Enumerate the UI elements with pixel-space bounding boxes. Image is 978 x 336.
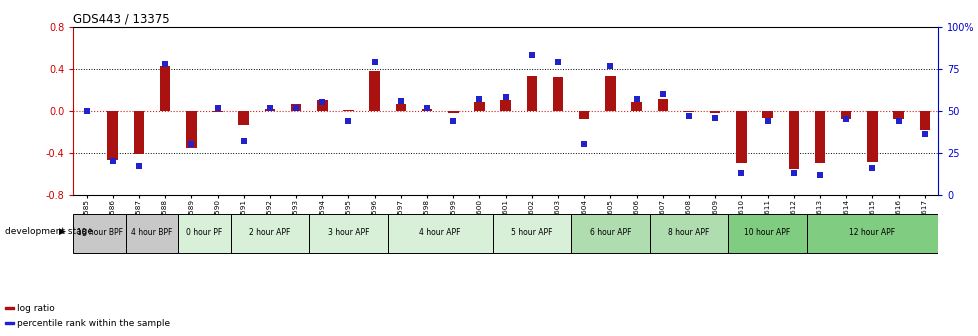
Bar xyxy=(73,214,126,253)
Point xyxy=(419,105,434,110)
Text: 4 hour APF: 4 hour APF xyxy=(419,228,461,237)
Point xyxy=(236,138,251,144)
Text: 10 hour APF: 10 hour APF xyxy=(743,228,790,237)
Bar xyxy=(159,66,170,111)
Point xyxy=(602,63,618,68)
Bar xyxy=(492,214,570,253)
Point xyxy=(837,117,853,122)
Point xyxy=(367,59,382,65)
Bar xyxy=(317,100,328,111)
Point xyxy=(157,61,173,67)
Point xyxy=(681,113,696,119)
Text: 12 hour APF: 12 hour APF xyxy=(849,228,895,237)
Bar xyxy=(290,103,301,111)
Point xyxy=(392,98,408,103)
Text: 2 hour APF: 2 hour APF xyxy=(249,228,290,237)
Point xyxy=(785,170,801,176)
Point xyxy=(812,172,827,177)
Point xyxy=(890,118,906,124)
Bar xyxy=(631,102,642,111)
Bar xyxy=(893,111,903,119)
Point xyxy=(654,91,670,97)
Bar xyxy=(231,214,309,253)
Bar xyxy=(709,111,720,113)
Point xyxy=(733,170,748,176)
Bar xyxy=(806,214,937,253)
Point xyxy=(759,118,775,124)
Point xyxy=(523,53,539,58)
Point xyxy=(916,132,932,137)
Text: 4 hour BPF: 4 hour BPF xyxy=(131,228,172,237)
Bar xyxy=(735,111,746,163)
Bar xyxy=(728,214,806,253)
Bar xyxy=(422,109,432,111)
Point xyxy=(183,142,199,147)
Bar xyxy=(840,111,851,119)
Bar xyxy=(918,111,929,130)
Bar xyxy=(264,109,275,111)
Bar xyxy=(657,99,667,111)
Point xyxy=(576,142,592,147)
Bar xyxy=(108,111,117,160)
Text: percentile rank within the sample: percentile rank within the sample xyxy=(17,319,169,328)
Bar xyxy=(683,111,693,112)
Point xyxy=(471,96,487,102)
Text: 0 hour PF: 0 hour PF xyxy=(186,228,222,237)
Point xyxy=(707,115,723,120)
Bar xyxy=(814,111,824,163)
Bar xyxy=(239,111,248,125)
Bar xyxy=(395,103,406,111)
Bar xyxy=(186,111,197,148)
Bar xyxy=(604,76,615,111)
Bar xyxy=(309,214,387,253)
Point xyxy=(497,95,512,100)
Bar xyxy=(212,111,223,112)
Text: development stage: development stage xyxy=(5,227,93,236)
Text: 3 hour APF: 3 hour APF xyxy=(328,228,369,237)
Bar xyxy=(649,214,728,253)
Bar xyxy=(387,214,492,253)
Point xyxy=(864,165,879,171)
Bar xyxy=(787,111,798,169)
Bar xyxy=(369,71,379,111)
Bar xyxy=(500,100,511,111)
Point xyxy=(340,118,356,124)
Text: ▶: ▶ xyxy=(59,227,66,236)
Text: 8 hour APF: 8 hour APF xyxy=(668,228,709,237)
Bar xyxy=(578,111,589,119)
Bar xyxy=(343,110,353,111)
Bar xyxy=(553,77,562,111)
Point xyxy=(262,105,278,110)
Point xyxy=(131,164,147,169)
Text: log ratio: log ratio xyxy=(17,304,55,312)
Point xyxy=(445,118,461,124)
Point xyxy=(105,159,120,164)
Text: 18 hour BPF: 18 hour BPF xyxy=(76,228,122,237)
Text: 6 hour APF: 6 hour APF xyxy=(589,228,631,237)
Bar xyxy=(126,214,178,253)
Bar xyxy=(473,102,484,111)
Point xyxy=(288,105,303,110)
Bar xyxy=(570,214,649,253)
Text: GDS443 / 13375: GDS443 / 13375 xyxy=(73,13,170,26)
Text: 5 hour APF: 5 hour APF xyxy=(511,228,552,237)
Bar xyxy=(448,111,458,113)
Bar xyxy=(867,111,876,162)
Bar xyxy=(762,111,772,118)
Point xyxy=(628,96,644,102)
Bar xyxy=(134,111,144,154)
Point xyxy=(550,59,565,65)
Point xyxy=(209,105,225,110)
Point xyxy=(314,100,330,105)
Point xyxy=(78,108,94,114)
Bar xyxy=(526,76,537,111)
Bar xyxy=(178,214,231,253)
